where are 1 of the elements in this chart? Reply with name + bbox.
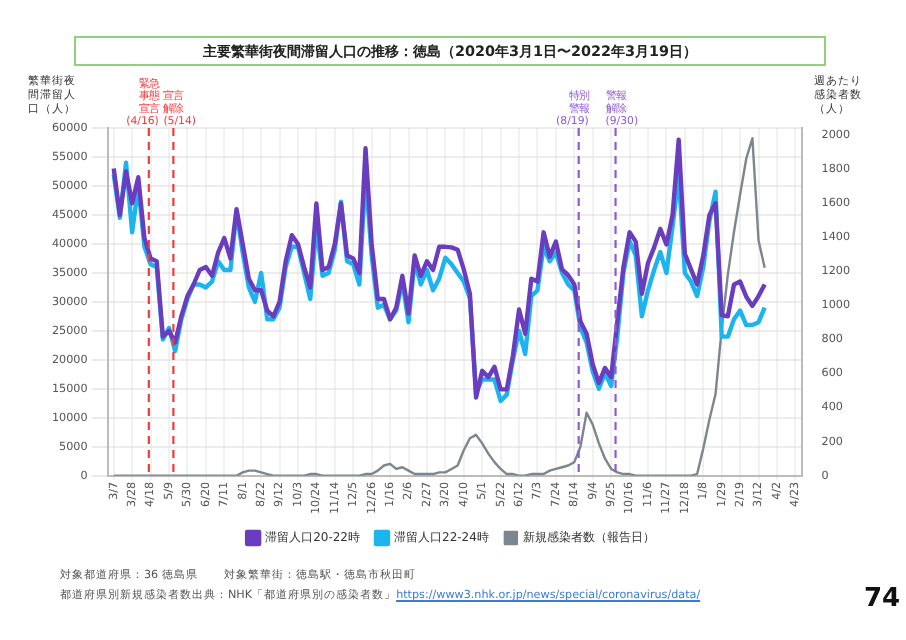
text: 74 — [864, 584, 901, 614]
